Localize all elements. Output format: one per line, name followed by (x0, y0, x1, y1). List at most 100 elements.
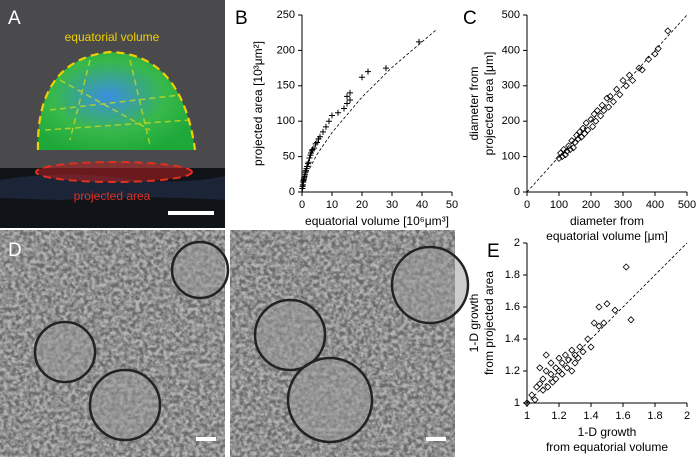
point (549, 378, 557, 386)
point (558, 370, 566, 378)
y-tick-label: 200 (502, 115, 520, 127)
point (600, 107, 608, 115)
point (555, 154, 563, 162)
x-tick-label: 1.6 (615, 410, 630, 422)
point (557, 149, 565, 157)
point (347, 89, 353, 96)
point (547, 370, 555, 378)
image-a: equatorial volume projected area (0, 0, 225, 228)
y-tick-label: 1.4 (505, 333, 520, 345)
point (565, 356, 573, 364)
point (547, 359, 555, 367)
x-tick-label: 1.4 (583, 410, 598, 422)
point (582, 119, 590, 127)
point (304, 163, 311, 170)
point (560, 145, 568, 154)
point (587, 343, 595, 351)
point (311, 145, 317, 152)
point (531, 396, 539, 404)
point (587, 115, 595, 123)
point (645, 55, 653, 63)
y-axis-label: 1-D growth (467, 294, 481, 353)
point (597, 112, 605, 120)
point (536, 380, 544, 388)
point (416, 38, 422, 45)
point (320, 128, 326, 135)
point (347, 96, 353, 103)
point (555, 354, 563, 362)
point (312, 140, 319, 147)
point (622, 263, 630, 271)
point (552, 364, 560, 372)
point (638, 66, 646, 74)
point (561, 351, 569, 359)
point (581, 130, 589, 138)
point (664, 27, 672, 35)
x-tick-label: 100 (550, 199, 568, 211)
x-tick-label: 30 (386, 199, 398, 211)
point (611, 306, 619, 314)
panel-label: C (463, 8, 477, 29)
point (606, 92, 614, 100)
x-tick-label: 1.8 (647, 410, 662, 422)
point (306, 155, 313, 162)
point (598, 101, 606, 109)
y-tick-label: 250 (277, 9, 295, 21)
point (613, 85, 621, 93)
point (533, 383, 541, 391)
x-tick-label: 0 (524, 199, 530, 211)
plot: 0 100 200 300 400 500 0 100 200 300 400 500 diameter… (467, 9, 696, 243)
y-tick-label: 1 (514, 397, 520, 409)
point (603, 94, 611, 102)
y-tick-label: 150 (277, 80, 295, 92)
point (595, 303, 603, 311)
x-tick-label: 40 (416, 199, 428, 211)
y-tick-label: 1.6 (505, 301, 520, 313)
point (566, 145, 574, 154)
point (593, 107, 601, 115)
point (539, 386, 547, 394)
point (577, 133, 585, 141)
point (579, 124, 587, 132)
point (309, 146, 316, 153)
point (317, 133, 323, 140)
point (622, 82, 630, 90)
x-tick-label: 200 (582, 199, 600, 211)
point (576, 128, 584, 136)
point (341, 105, 347, 112)
point (574, 354, 582, 362)
x-tick-label: 20 (356, 199, 368, 211)
y-axis-label: from projected area (482, 271, 496, 375)
point (542, 351, 550, 359)
point (565, 142, 573, 150)
point (326, 118, 332, 125)
point (383, 65, 389, 72)
point (573, 131, 581, 139)
point (544, 383, 552, 391)
point (571, 359, 579, 367)
x-tick-label: 50 (446, 199, 458, 211)
image-label: equatorial volume (65, 30, 160, 44)
point (571, 138, 579, 147)
point (558, 153, 566, 161)
point (651, 50, 659, 58)
point (523, 399, 531, 407)
x-tick-label: 0 (299, 199, 305, 211)
y-tick-label: 1.8 (505, 269, 520, 281)
x-tick-label: 1.2 (551, 410, 566, 422)
panel-label: B (235, 8, 248, 29)
point (359, 74, 365, 81)
point (629, 76, 637, 85)
point (590, 110, 598, 118)
point (616, 91, 624, 99)
y-axis-label: projected area [μm] (482, 52, 496, 156)
x-axis-label: equatorial volume [μm] (546, 229, 668, 243)
point (609, 98, 617, 106)
point (323, 123, 329, 130)
point (568, 137, 576, 145)
point (654, 45, 662, 53)
image-label: projected area (74, 189, 151, 203)
point (576, 343, 584, 351)
point (589, 122, 597, 131)
